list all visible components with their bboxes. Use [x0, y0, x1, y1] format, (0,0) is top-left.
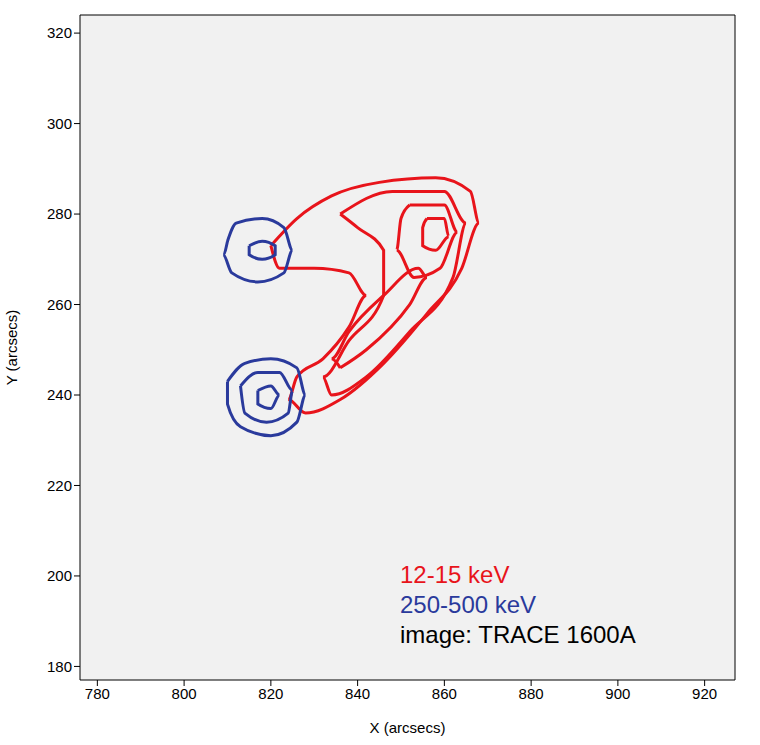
html-text:image: TRACE 1600A: image: TRACE 1600A: [400, 621, 636, 648]
svg-text:900: 900: [605, 685, 630, 702]
svg-text:Y (arcsecs): Y (arcsecs): [3, 310, 20, 386]
svg-text:320: 320: [47, 24, 72, 41]
svg-text:840: 840: [345, 685, 370, 702]
html-text:12-15 keV: 12-15 keV: [400, 561, 510, 588]
svg-text:180: 180: [47, 658, 72, 675]
svg-text:220: 220: [47, 477, 72, 494]
svg-text:240: 240: [47, 386, 72, 403]
svg-text:860: 860: [432, 685, 457, 702]
svg-text:300: 300: [47, 115, 72, 132]
svg-text:280: 280: [47, 205, 72, 222]
svg-text:820: 820: [258, 685, 283, 702]
svg-text:880: 880: [519, 685, 544, 702]
svg-text:780: 780: [85, 685, 110, 702]
svg-text:800: 800: [172, 685, 197, 702]
svg-text:260: 260: [47, 296, 72, 313]
svg-text:920: 920: [692, 685, 717, 702]
html-text:250-500 keV: 250-500 keV: [400, 591, 537, 618]
svg-text:200: 200: [47, 567, 72, 584]
svg-text:X (arcsecs): X (arcsecs): [370, 719, 446, 736]
